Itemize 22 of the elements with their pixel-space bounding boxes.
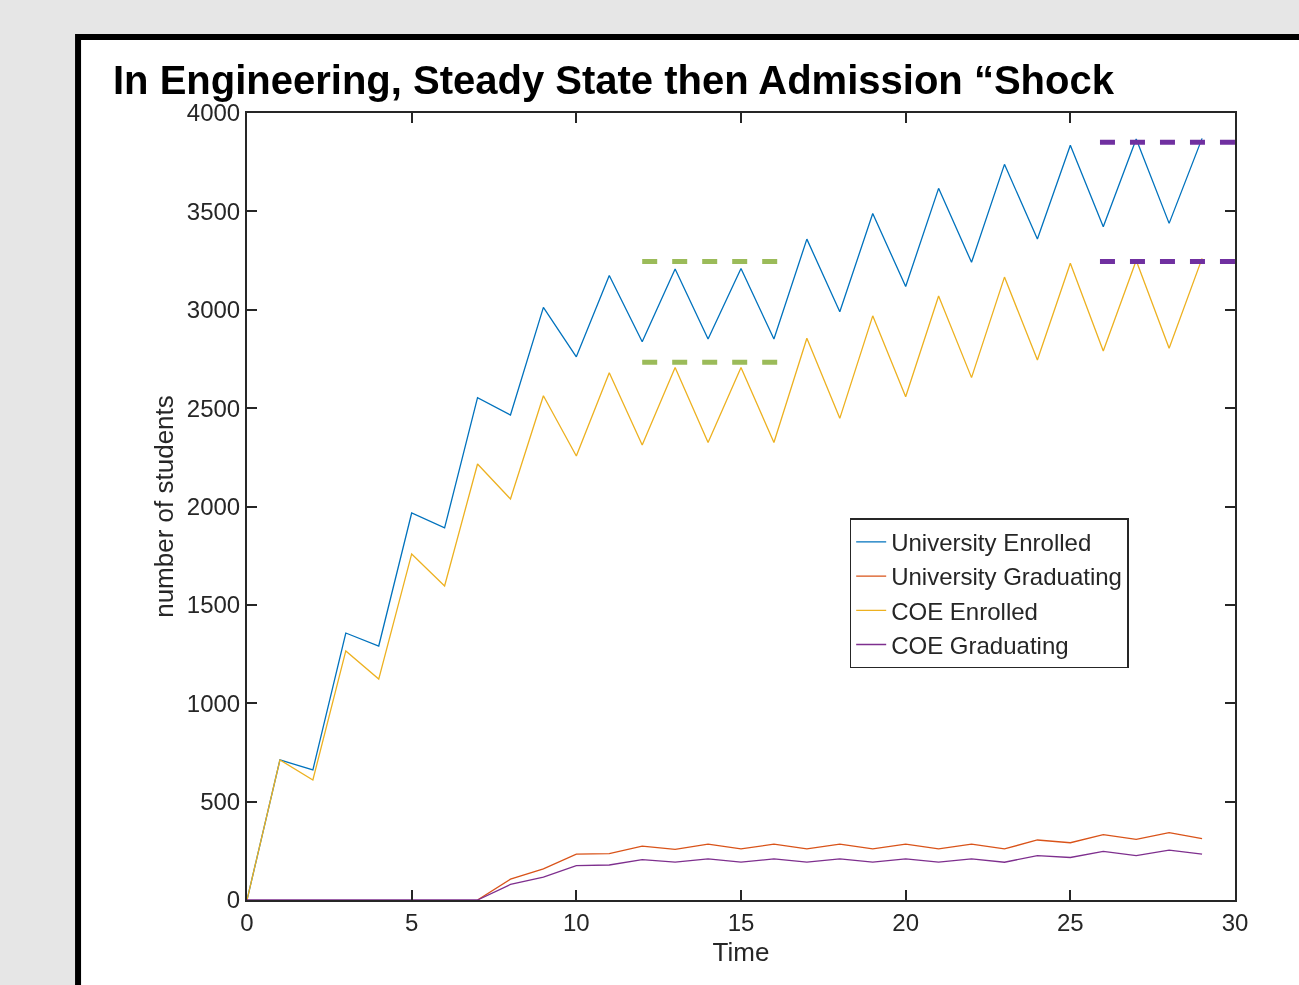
x-tick-label: 30: [1221, 908, 1249, 936]
y-tick-label: 3500: [186, 197, 241, 225]
y-tick-label: 1000: [186, 689, 241, 717]
x-tick-label: 15: [727, 908, 755, 936]
y-tick-label: 0: [226, 886, 241, 914]
x-tick-label: 20: [892, 908, 920, 936]
y-tick-label: 2000: [186, 492, 241, 520]
line-series: [247, 849, 1203, 900]
y-axis-title: number of students: [148, 395, 179, 618]
legend-label: COE Graduating: [891, 631, 1069, 659]
line-series: [247, 257, 1203, 900]
x-tick-label: 10: [562, 908, 590, 936]
legend-label: University Enrolled: [891, 529, 1092, 557]
x-tick-label: 25: [1056, 908, 1084, 936]
y-tick-label: 2500: [186, 394, 241, 422]
x-axis-title: Time: [712, 937, 770, 967]
y-tick-label: 500: [200, 788, 241, 816]
x-tick-label: 5: [404, 908, 419, 936]
y-tick-label: 3000: [186, 296, 241, 324]
legend-label: University Graduating: [891, 563, 1122, 591]
y-tick-label: 1500: [186, 591, 241, 619]
legend-label: COE Enrolled: [891, 597, 1038, 625]
